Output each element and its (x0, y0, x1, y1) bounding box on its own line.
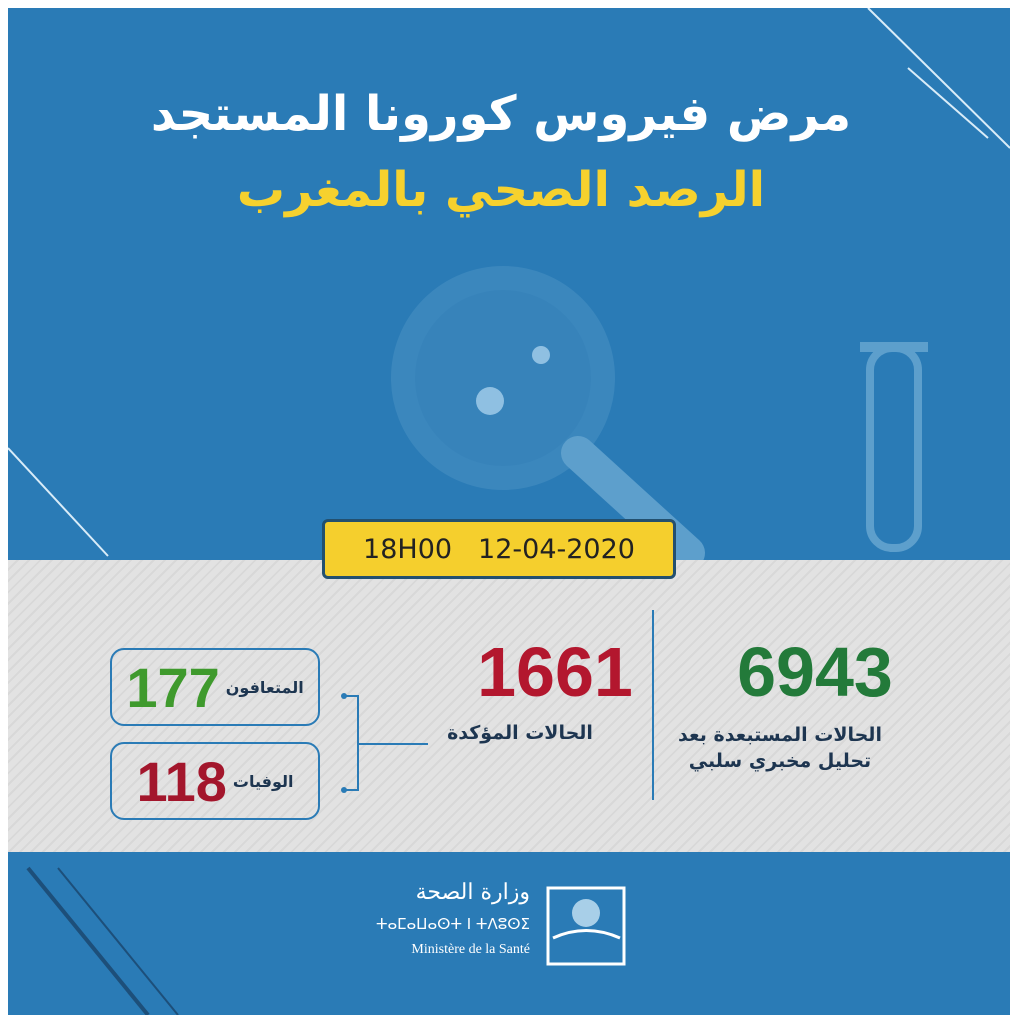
ministry-french: Ministère de la Santé (411, 942, 530, 957)
ministry-arabic: وزارة الصحة (415, 880, 530, 905)
confirmed-label: الحالات المؤكدة (447, 722, 593, 744)
panel (8, 8, 1010, 1015)
ministry-tifinagh: ⵜⴰⵎⴰⵡⴰⵙⵜ ⵏ ⵜⴷⵓⵙⵉ (375, 915, 530, 933)
excluded-label-line: تحليل مخبري سلبي (688, 750, 872, 772)
recovered-value: 177 (126, 655, 220, 719)
recovered-box: المتعافون 177 (110, 648, 320, 726)
confirmed-value: 1661 (477, 633, 633, 711)
deaths-box: الوفيات 118 (110, 742, 320, 820)
recovered-label: المتعافون (225, 677, 304, 697)
date-box: 18H00 12-04-2020 (322, 519, 676, 579)
title: مرض فيروس كورونا المستجد (150, 86, 852, 142)
subtitle: الرصد الصحي بالمغرب (236, 162, 766, 218)
excluded-value: 6943 (737, 633, 893, 711)
report-time: 18H00 (363, 533, 453, 565)
excluded-label: الحالات المستبعدة بعد تحليل مخبري سلبي (660, 722, 900, 774)
stats-band (8, 560, 1010, 852)
report-date: 12-04-2020 (478, 533, 635, 565)
excluded-label-line: الحالات المستبعدة بعد (678, 724, 882, 746)
deaths-value: 118 (136, 749, 227, 813)
deaths-label: الوفيات (232, 771, 294, 791)
decoration (8, 8, 1010, 1015)
connectors (341, 610, 654, 800)
